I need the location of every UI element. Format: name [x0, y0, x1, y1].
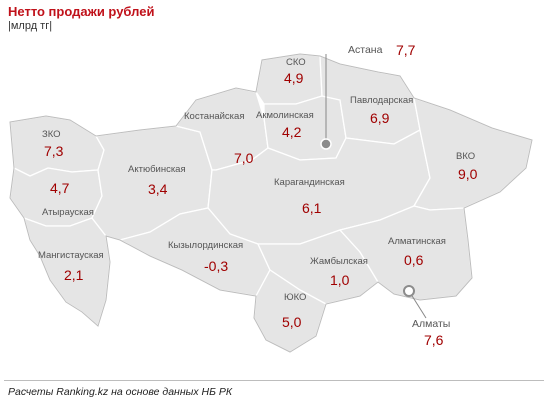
value-karaganda: 6,1: [302, 200, 322, 216]
value-kostanay: 7,0: [234, 150, 254, 166]
almaty-marker[interactable]: [403, 285, 415, 297]
value-pavlodar: 6,9: [370, 110, 390, 126]
label-aktobe: Актюбинская: [128, 164, 186, 175]
value-astana: 7,7: [396, 42, 416, 58]
value-sko: 4,9: [284, 70, 304, 86]
label-almaty-city: Алматы: [412, 318, 451, 330]
label-zhambyl: Жамбылская: [310, 256, 368, 267]
country-outline: [9, 53, 533, 353]
label-yuko: ЮКО: [284, 292, 307, 303]
value-kyzylorda: -0,3: [204, 258, 229, 274]
value-vko: 9,0: [458, 166, 478, 182]
value-atyrau: 4,7: [50, 180, 70, 196]
value-almaty-city: 7,6: [424, 332, 444, 348]
label-mangistau: Мангистауская: [38, 250, 104, 261]
chart-title: Нетто продажи рублей: [8, 4, 155, 19]
label-akmola: Акмолинская: [256, 110, 314, 121]
value-zhambyl: 1,0: [330, 272, 350, 288]
footer-divider: [4, 380, 544, 381]
label-vko: ВКО: [456, 151, 476, 162]
source-note: Расчеты Ranking.kz на основе данных НБ Р…: [8, 386, 233, 398]
astana-marker[interactable]: [320, 138, 332, 150]
unit-label: |млрд тг|: [8, 20, 53, 32]
region-akmola[interactable]: [263, 95, 347, 161]
label-pavlodar: Павлодарская: [350, 95, 414, 106]
label-sko: СКО: [286, 57, 306, 68]
label-atyrau: Атырауская: [42, 207, 94, 218]
kazakhstan-map: [9, 53, 533, 353]
label-astana: Астана: [348, 44, 383, 56]
value-almatinskaya: 0,6: [404, 252, 424, 268]
value-zko: 7,3: [44, 143, 64, 159]
value-akmola: 4,2: [282, 124, 302, 140]
label-zko: ЗКО: [42, 129, 61, 140]
value-aktobe: 3,4: [148, 181, 168, 197]
label-almatinskaya: Алматинская: [388, 236, 446, 247]
value-mangistau: 2,1: [64, 267, 84, 283]
value-yuko: 5,0: [282, 314, 302, 330]
label-karaganda: Карагандинская: [274, 177, 345, 188]
label-kyzylorda: Кызылординская: [168, 240, 244, 251]
label-kostanay: Костанайская: [184, 111, 245, 122]
